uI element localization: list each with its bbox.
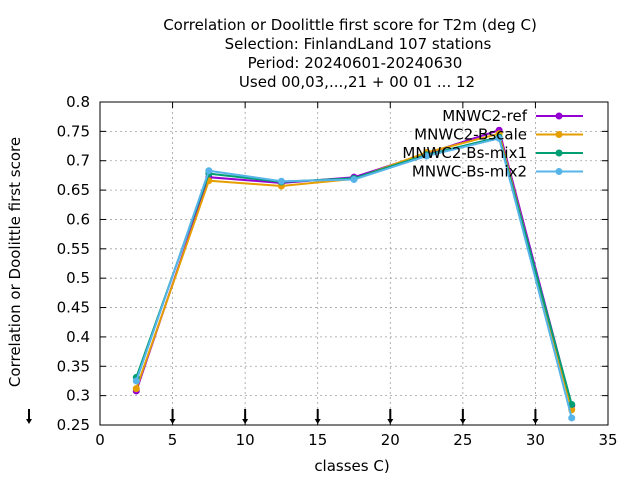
plot-frame [99,101,609,426]
legend-swatch-marker [555,112,563,120]
grid [100,102,608,425]
x-tick-label: 25 [453,431,472,449]
x-tick-labels: 0 5 10 15 20 25 30 35 [95,431,617,449]
class-boundary-arrowhead [242,419,249,424]
class-boundary-arrowhead [169,419,176,424]
legend: MNWC2-refMNWC2-BscaleMNWC2-Bs-mix1MNWC-B… [402,107,583,181]
title-line-1: Correlation or Doolittle first score for… [163,16,537,34]
y-tick-label: 0.8 [66,93,90,111]
data-point [205,167,213,175]
y-tick-label: 0.25 [57,416,90,434]
y-tick-label: 0.6 [66,210,90,228]
class-boundary-arrowhead [26,419,32,424]
class-boundary-arrowhead [314,419,321,424]
data-point [495,134,503,142]
legend-swatch-marker [555,168,563,175]
class-boundary-arrowhead [532,419,539,424]
legend-label: MNWC2-Bscale [414,126,527,144]
legend-label: MNWC2-ref [442,107,527,125]
title-line-3: Period: 20240601-20240630 [248,54,463,72]
series [132,126,576,422]
x-tick-label: 20 [381,431,400,449]
y-tick-label: 0.35 [57,357,90,375]
legend-label: MNWC2-Bs-mix1 [402,144,527,162]
x-tick-label: 0 [95,431,105,449]
y-tick-label: 0.4 [66,328,90,346]
x-tick-label: 35 [598,431,617,449]
data-point [568,400,576,408]
y-tick-labels: 0.25 0.3 0.35 0.4 0.45 0.5 0.55 0.6 0.65 0.7 0.75 0… [57,93,90,434]
data-point [568,414,576,422]
x-tick-label: 5 [168,431,178,449]
y-axis-label: Correlation or Doolittle first score [6,137,24,387]
y-tick-label: 0.75 [57,122,90,140]
legend-label: MNWC-Bs-mix2 [412,163,527,181]
x-axis-label: classes C) [314,457,389,475]
y-tick-label: 0.55 [57,240,90,258]
title-line-4: Used 00,03,...,21 + 00 01 ... 12 [239,73,475,91]
y-tick-label: 0.45 [57,299,90,317]
title-line-2: Selection: FinlandLand 107 stations [225,35,492,53]
y-tick-label: 0.5 [66,269,90,287]
data-point [132,385,140,393]
legend-swatch-marker [555,131,563,138]
legend-swatch-marker [555,149,563,157]
class-boundary-markers [26,409,539,424]
y-tick-label: 0.3 [66,387,90,405]
data-point [350,176,358,184]
y-tick-label: 0.65 [57,181,90,199]
chart-title: Correlation or Doolittle first score for… [163,16,537,91]
data-point [277,177,285,185]
data-point [132,377,140,385]
x-tick-label: 30 [526,431,545,449]
class-boundary-arrowhead [387,419,394,424]
data-point [423,152,431,160]
y-tick-label: 0.7 [66,152,90,170]
class-boundary-arrowhead [459,419,466,424]
x-tick-label: 10 [236,431,255,449]
x-tick-label: 15 [308,431,327,449]
